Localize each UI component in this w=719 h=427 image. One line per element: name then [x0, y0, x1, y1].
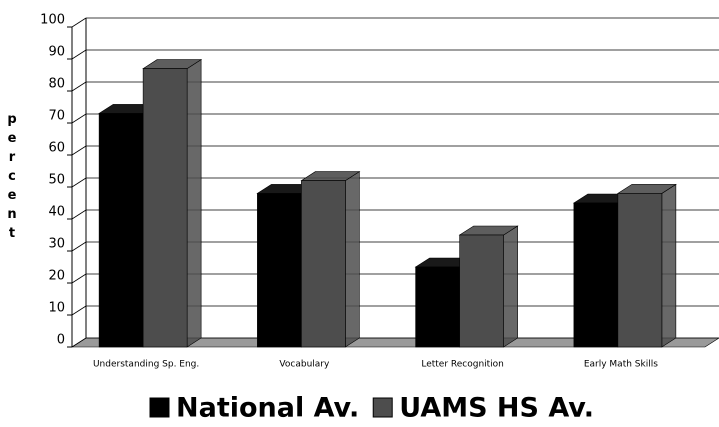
- y-tick-label: 30: [48, 237, 65, 252]
- bar: [458, 225, 519, 348]
- legend-label: National Av.: [176, 393, 359, 424]
- bar-side: [503, 225, 518, 348]
- x-tick-label: Letter Recognition: [421, 360, 504, 370]
- tick-mark: [71, 49, 87, 60]
- legend-swatch: [372, 397, 393, 418]
- bar: [142, 59, 203, 348]
- tick-mark: [71, 337, 87, 348]
- bar-front: [415, 266, 460, 348]
- y-axis-label: percent: [7, 112, 17, 241]
- y-tick-label: 90: [48, 45, 65, 60]
- tick-mark: [71, 209, 87, 220]
- bar-front: [459, 234, 504, 348]
- tick-mark: [71, 113, 87, 124]
- bar-front: [257, 193, 302, 348]
- bar-front: [301, 180, 346, 348]
- bar: [300, 171, 361, 348]
- tick-mark: [71, 81, 87, 92]
- x-tick-label: Understanding Sp. Eng.: [93, 360, 199, 370]
- bar-side: [186, 59, 202, 348]
- tick-mark: [71, 241, 87, 252]
- bar-front: [98, 113, 144, 348]
- tick-mark: [71, 145, 87, 156]
- legend-swatch: [149, 397, 170, 418]
- legend: National Av. UAMS HS Av.: [149, 393, 594, 424]
- tick-mark: [71, 305, 87, 316]
- tick-mark: [71, 273, 87, 284]
- y-tick-label: 100: [40, 13, 65, 28]
- y-tick-label: 10: [48, 301, 65, 316]
- y-tick-label: 70: [48, 109, 65, 124]
- y-tick-label: 20: [48, 269, 65, 284]
- legend-label: UAMS HS Av.: [399, 393, 594, 424]
- x-tick-label: Vocabulary: [279, 360, 330, 370]
- x-tick-label: Early Math Skills: [584, 360, 658, 370]
- y-tick-label: 0: [57, 333, 65, 348]
- y-tick-label: 60: [48, 141, 65, 156]
- bar-front: [617, 193, 663, 348]
- y-tick-label: 50: [48, 173, 65, 188]
- bar-side: [345, 171, 360, 348]
- bar-side: [661, 183, 677, 348]
- tick-mark: [71, 17, 87, 28]
- y-tick-label: 80: [48, 77, 65, 92]
- tick-mark: [71, 177, 87, 188]
- bar-front: [142, 68, 188, 348]
- bar-front: [573, 202, 619, 348]
- bar: [616, 183, 677, 348]
- y-tick-label: 40: [48, 205, 65, 220]
